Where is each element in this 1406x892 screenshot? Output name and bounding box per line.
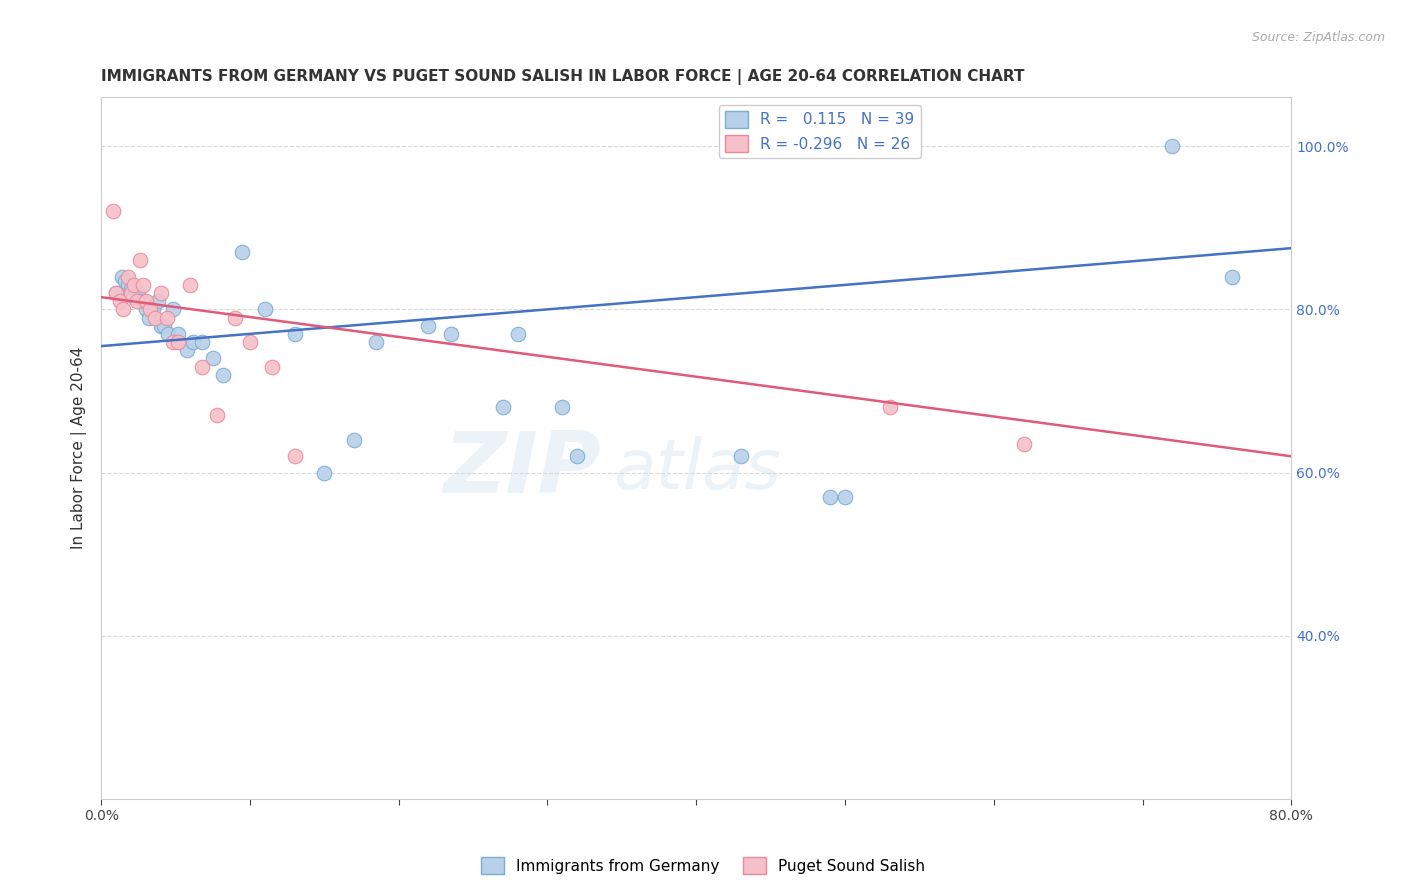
Point	[110, 294, 132, 309]
Point	[114, 274, 136, 288]
Point	[314, 466, 336, 480]
Point	[167, 334, 190, 349]
Point	[205, 409, 228, 423]
Point	[132, 277, 155, 292]
Point	[135, 302, 157, 317]
Legend: R =   0.115   N = 39, R = -0.296   N = 26: R = 0.115 N = 39, R = -0.296 N = 26	[718, 105, 921, 158]
Point	[179, 277, 201, 292]
Point	[105, 286, 128, 301]
Point	[132, 294, 155, 309]
Point	[120, 282, 142, 296]
Point	[155, 310, 177, 325]
Point	[149, 318, 172, 333]
Point	[117, 277, 139, 292]
Point	[283, 450, 305, 464]
Point	[142, 302, 165, 317]
Point	[139, 302, 162, 317]
Point	[183, 334, 205, 349]
Point	[730, 450, 752, 464]
Point	[191, 359, 214, 374]
Point	[122, 277, 145, 292]
Text: IMMIGRANTS FROM GERMANY VS PUGET SOUND SALISH IN LABOR FORCE | AGE 20-64 CORRELA: IMMIGRANTS FROM GERMANY VS PUGET SOUND S…	[101, 69, 1025, 85]
Point	[167, 326, 190, 341]
Point	[162, 334, 184, 349]
Point	[366, 334, 388, 349]
Point	[212, 368, 235, 382]
Point	[239, 334, 262, 349]
Point	[157, 326, 180, 341]
Legend: Immigrants from Germany, Puget Sound Salish: Immigrants from Germany, Puget Sound Sal…	[475, 851, 931, 880]
Point	[125, 294, 148, 309]
Point	[117, 269, 139, 284]
Text: atlas: atlas	[613, 435, 780, 503]
Point	[128, 253, 150, 268]
Point	[176, 343, 198, 358]
Point	[879, 401, 901, 415]
Point	[152, 318, 174, 333]
Text: ZIP: ZIP	[443, 427, 600, 511]
Point	[231, 245, 253, 260]
Point	[834, 490, 856, 504]
Point	[122, 290, 145, 304]
Point	[101, 204, 124, 219]
Point	[1161, 139, 1184, 153]
Point	[343, 433, 366, 447]
Point	[191, 334, 214, 349]
Point	[567, 450, 589, 464]
Point	[418, 318, 440, 333]
Text: Source: ZipAtlas.com: Source: ZipAtlas.com	[1251, 31, 1385, 45]
Point	[111, 269, 134, 284]
Point	[149, 286, 172, 301]
Point	[162, 302, 184, 317]
Point	[440, 326, 463, 341]
Point	[506, 326, 529, 341]
Point	[135, 294, 157, 309]
Point	[138, 310, 160, 325]
Point	[120, 286, 142, 301]
Point	[143, 310, 166, 325]
Point	[201, 351, 224, 366]
Point	[551, 401, 574, 415]
Point	[492, 401, 515, 415]
Point	[1012, 437, 1035, 451]
Point	[262, 359, 284, 374]
Point	[127, 286, 149, 301]
Point	[224, 310, 246, 325]
Point	[146, 294, 169, 309]
Y-axis label: In Labor Force | Age 20-64: In Labor Force | Age 20-64	[72, 347, 87, 549]
Point	[1220, 269, 1243, 284]
Point	[112, 302, 135, 317]
Point	[283, 326, 305, 341]
Point	[105, 286, 128, 301]
Point	[253, 302, 276, 317]
Point	[818, 490, 841, 504]
